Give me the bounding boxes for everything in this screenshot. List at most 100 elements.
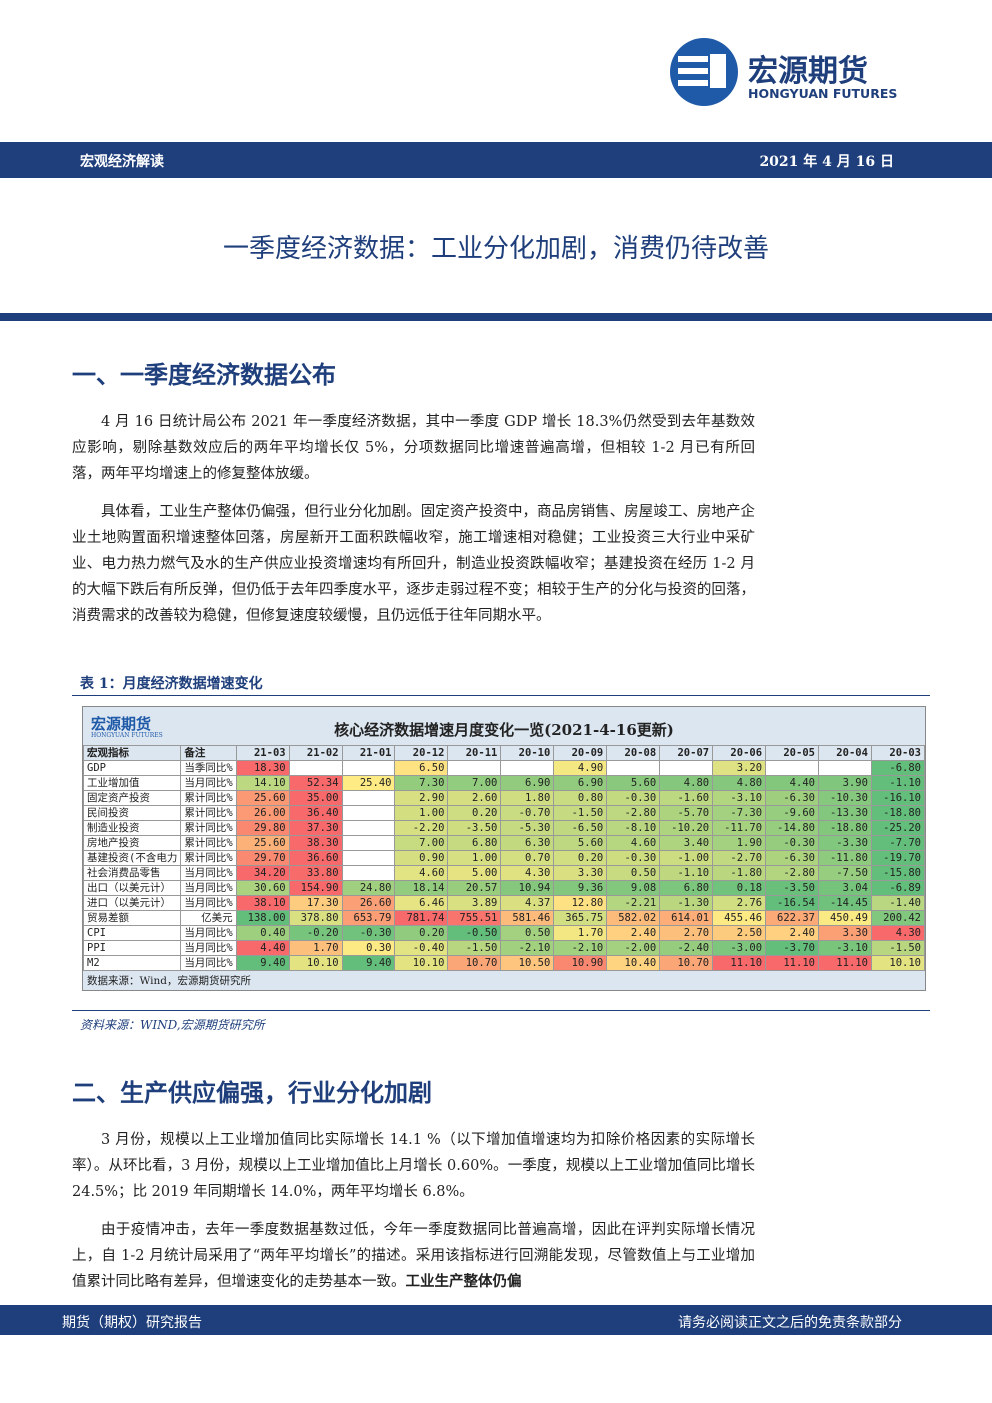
value-cell: 9.36 — [553, 880, 608, 896]
value-cell: 2.40 — [765, 925, 819, 941]
value-cell — [500, 760, 555, 776]
value-cell: 38.30 — [288, 835, 343, 851]
value-cell: 653.79 — [341, 910, 396, 926]
value-cell: 4.40 — [765, 775, 819, 791]
value-cell: 781.74 — [394, 910, 449, 926]
header-cell: 20-09 — [553, 745, 608, 761]
value-cell: -1.60 — [659, 790, 714, 806]
value-cell: 18.30 — [235, 760, 290, 776]
value-cell: 4.30 — [500, 865, 555, 881]
value-cell: 2.90 — [394, 790, 449, 806]
value-cell: 30.60 — [235, 880, 290, 896]
paragraph: 4 月 16 日统计局公布 2021 年一季度经济数据，其中一季度 GDP 增长… — [72, 414, 755, 482]
bold-text: 工业生产整体仍偏 — [405, 1273, 522, 1290]
value-cell: 34.20 — [235, 865, 290, 881]
value-cell: 6.80 — [659, 880, 714, 896]
value-cell: -2.10 — [553, 940, 608, 956]
value-cell: 4.30 — [870, 925, 926, 941]
value-cell: -18.80 — [817, 820, 872, 836]
header-cell: 20-11 — [447, 745, 502, 761]
value-cell — [447, 760, 502, 776]
value-cell: -1.10 — [870, 775, 926, 791]
value-cell: 1.70 — [553, 925, 608, 941]
header-cell: 20-08 — [606, 745, 661, 761]
value-cell: 0.70 — [500, 850, 555, 866]
value-cell: 6.90 — [553, 775, 608, 791]
value-cell: 0.30 — [341, 940, 396, 956]
value-cell: 0.20 — [447, 805, 502, 821]
value-cell: 1.00 — [394, 805, 449, 821]
value-cell: 38.10 — [235, 895, 290, 911]
row-label: 累计同比% — [180, 850, 237, 866]
value-cell: -0.50 — [447, 925, 502, 941]
value-cell: 7.00 — [394, 835, 449, 851]
title: 一季度经济数据：工业分化加剧，消费仍待改善 — [222, 234, 769, 264]
value-cell: 6.90 — [500, 775, 555, 791]
value-cell: 37.30 — [288, 820, 343, 836]
footer-left: 期货（期权）研究报告 — [62, 1315, 202, 1331]
row-label: 当月同比% — [180, 925, 237, 941]
table-row: 制造业投资 累计同比% 29.80 37.30 -2.20 -3.50 -5.30 -6.50… — [82, 820, 926, 836]
value-cell: -9.60 — [765, 805, 819, 821]
value-cell: -0.70 — [500, 805, 555, 821]
value-cell: 0.50 — [500, 925, 555, 941]
value-cell: -3.10 — [817, 940, 872, 956]
value-cell: -5.70 — [659, 805, 714, 821]
logo-name: 宏源期货 — [748, 54, 868, 89]
row-label: 当月同比% — [180, 940, 237, 956]
value-cell: 1.90 — [712, 835, 767, 851]
value-cell: -6.50 — [553, 820, 608, 836]
value-cell — [341, 835, 396, 851]
value-cell: 18.14 — [394, 880, 449, 896]
value-cell: 0.40 — [235, 925, 290, 941]
table-row: GDP 当季同比% 18.30 6.50 4.90 3.20 -6.80 — [82, 760, 926, 776]
value-cell: 6.80 — [447, 835, 502, 851]
value-cell: -1.80 — [712, 865, 767, 881]
value-cell: 10.40 — [606, 955, 661, 971]
value-cell — [341, 850, 396, 866]
value-cell: 4.80 — [659, 775, 714, 791]
value-cell: -2.00 — [606, 940, 661, 956]
row-label: 房地产投资 — [82, 835, 182, 851]
value-cell: -2.80 — [765, 865, 819, 881]
value-cell: -3.10 — [712, 790, 767, 806]
value-cell: 12.80 — [553, 895, 608, 911]
value-cell: 10.10 — [288, 955, 343, 971]
row-label: 当月同比% — [180, 775, 237, 791]
row-label: 制造业投资 — [82, 820, 182, 836]
value-cell — [659, 760, 714, 776]
value-cell: 622.37 — [765, 910, 819, 926]
value-cell: -3.50 — [765, 880, 819, 896]
value-cell: -3.00 — [712, 940, 767, 956]
value-cell: 3.89 — [447, 895, 502, 911]
section-heading: 一、一季度经济数据公布 — [72, 361, 336, 389]
value-cell: 10.70 — [447, 955, 502, 971]
value-cell: 4.37 — [500, 895, 555, 911]
table-logo-en: HONGYUAN FUTURES — [91, 732, 163, 739]
value-cell: -14.45 — [817, 895, 872, 911]
paragraph: 由于疫情冲击，去年一季度数据基数过低，今年一季度数据同比普遍高增，因此在评判实际… — [72, 1217, 755, 1295]
table-row: 出口（以美元计） 当月同比% 30.60 154.90 24.80 18.14 20.57 1… — [82, 880, 926, 896]
value-cell: 9.08 — [606, 880, 661, 896]
value-cell: -3.70 — [765, 940, 819, 956]
value-cell: 4.90 — [553, 760, 608, 776]
value-cell: -2.40 — [659, 940, 714, 956]
row-label: 贸易差额 — [82, 910, 182, 926]
value-cell: -11.80 — [817, 850, 872, 866]
header-cell: 21-03 — [235, 745, 290, 761]
value-cell: -2.70 — [712, 850, 767, 866]
value-cell: -10.30 — [817, 790, 872, 806]
value-cell: -0.30 — [765, 835, 819, 851]
value-cell: 9.40 — [235, 955, 290, 971]
row-label: GDP — [82, 760, 182, 776]
header-cell: 20-07 — [659, 745, 714, 761]
value-cell: -25.20 — [870, 820, 926, 836]
value-cell: -14.80 — [765, 820, 819, 836]
value-cell: 3.04 — [817, 880, 872, 896]
value-cell: 2.70 — [659, 925, 714, 941]
table-row: 社会消费品零售 当月同比% 34.20 33.80 4.60 5.00 4.30 3.30 0.… — [82, 865, 926, 881]
value-cell: 11.10 — [712, 955, 767, 971]
row-label: 当季同比% — [180, 760, 237, 776]
row-label: 工业增加值 — [82, 775, 182, 791]
value-cell: 5.60 — [606, 775, 661, 791]
